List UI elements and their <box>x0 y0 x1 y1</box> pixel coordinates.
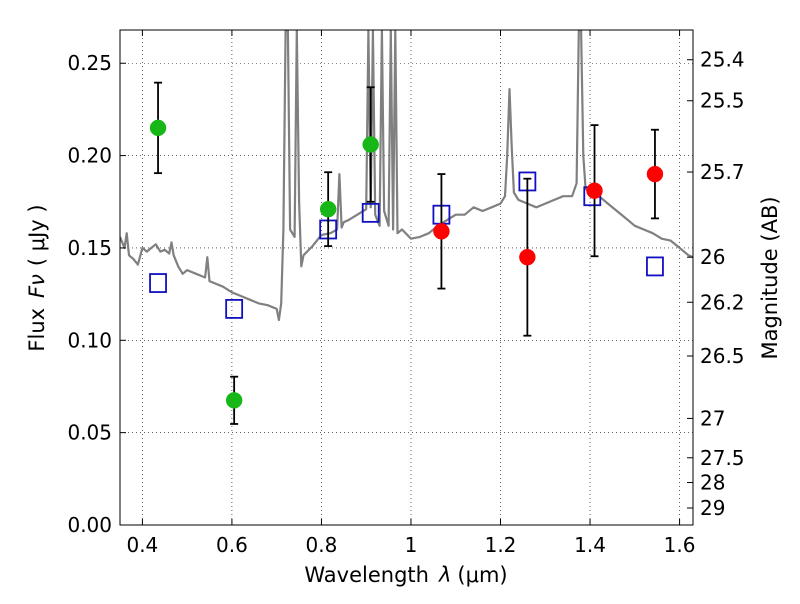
data-marks-layer <box>149 81 664 425</box>
model-spectrum-line <box>120 30 693 322</box>
y2-tick-label: 27.5 <box>700 446 745 470</box>
model-band-square <box>149 273 167 293</box>
plot-frame <box>119 29 694 526</box>
y2-tick-label: 28 <box>700 471 725 495</box>
x-tick-label: 1 <box>405 533 418 557</box>
observed-point-green <box>149 119 167 137</box>
y2-tick-label: 26.5 <box>700 344 745 368</box>
x-tick-label: 0.6 <box>216 533 248 557</box>
y-tick-label: 0.15 <box>67 236 112 260</box>
y2-tick-label: 25.5 <box>700 89 745 113</box>
model-band-square <box>225 298 244 319</box>
y2-tick-label: 27 <box>700 406 725 430</box>
observed-point-red <box>433 223 450 240</box>
y2-tick-label: 25.7 <box>700 160 745 184</box>
observed-point-red <box>586 182 603 199</box>
x-tick-label: 1.2 <box>485 533 517 557</box>
x-tick-label: 1.4 <box>574 533 606 557</box>
x-tick-label: 1.6 <box>664 533 696 557</box>
y2-axis-title: Magnitude (AB) <box>758 196 782 359</box>
x-tick-label: 0.4 <box>126 533 158 557</box>
model-band-square <box>646 256 664 277</box>
y-tick-label: 0.20 <box>67 144 112 168</box>
model-band-square <box>361 202 380 223</box>
grid-lines <box>120 30 693 526</box>
y-tick-label: 0.25 <box>67 51 112 75</box>
y-tick-label: 0.00 <box>67 513 112 537</box>
x-tick-label: 0.8 <box>306 533 338 557</box>
observed-point-red <box>646 165 664 183</box>
y-axis-title: FluxFν( μJy ) <box>25 204 49 351</box>
y2-tick-label: 26.2 <box>700 290 745 314</box>
observed-point-red <box>519 248 536 266</box>
x-axis-title: Wavelength λ (μm) <box>304 563 507 587</box>
y-tick-label: 0.05 <box>67 421 112 445</box>
y2-tick-label: 25.4 <box>700 48 745 72</box>
model-spectrum-layer <box>120 30 693 322</box>
observed-point-green <box>225 392 243 409</box>
y2-tick-label: 29 <box>700 496 725 520</box>
axis-ticks: 0.4 0.6 0.8 1 1.2 1.4 1.6 0.00 0.05 0.10 0.15 0.20 0… <box>67 30 745 557</box>
y2-tick-label: 26 <box>700 245 725 269</box>
observed-point-green <box>319 200 337 218</box>
y-tick-label: 0.10 <box>67 328 112 352</box>
observed-point-green <box>362 136 379 153</box>
